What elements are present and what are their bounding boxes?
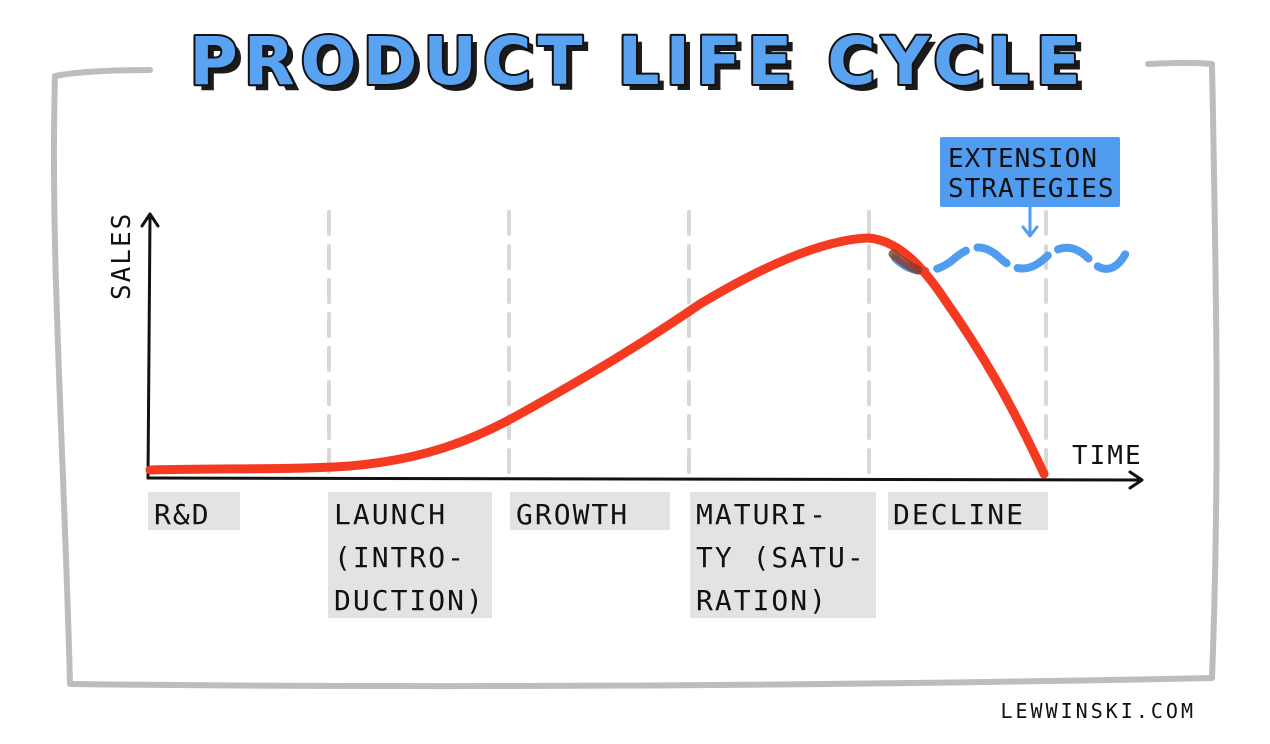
y-axis	[146, 214, 152, 480]
x-axis	[146, 476, 1142, 482]
y-axis-arrow-icon	[140, 212, 160, 228]
stage-dividers	[327, 210, 1048, 477]
stage-label-rd: R&D	[148, 492, 240, 531]
stage-label-launch: LAUNCH (INTRO- DUCTION)	[328, 492, 492, 618]
curve-overlap-mark	[888, 249, 923, 275]
stage-label-growth: GROWTH	[510, 492, 670, 531]
credit-text: LEWWINSKI.COM	[1000, 699, 1196, 723]
stage-label-rd-line-1: R&D	[154, 498, 211, 531]
x-axis-arrow-icon	[1128, 470, 1144, 490]
stage-label-maturity-line-2: TY (SATU-	[696, 541, 866, 574]
y-axis-label: SALES	[107, 212, 137, 300]
x-axis-label: TIME	[1072, 441, 1143, 471]
stage-label-maturity: MATURI- TY (SATU- RATION)	[690, 492, 876, 618]
frame-border	[50, 59, 1220, 689]
page-title: PRODUCT LIFE CYCLE	[189, 23, 1086, 100]
title-shadow: PRODUCT LIFE CYCLE	[195, 29, 1092, 106]
stage-label-rd-bg	[148, 492, 240, 530]
stage-label-decline-line-1: DECLINE	[893, 498, 1025, 531]
stage-label-launch-line-1: LAUNCH	[334, 498, 447, 531]
extension-label-bg	[940, 137, 1120, 207]
stage-label-launch-bg	[328, 492, 492, 618]
stage-label-decline: DECLINE	[888, 492, 1048, 531]
axes	[140, 212, 1144, 490]
stage-labels: R&D LAUNCH (INTRO- DUCTION) GROWTH MATUR…	[148, 492, 1048, 618]
stage-label-maturity-line-1: MATURI-	[696, 498, 828, 531]
stage-label-maturity-bg	[690, 492, 876, 618]
title-group: PRODUCT LIFE CYCLE PRODUCT LIFE CYCLE	[187, 21, 1092, 106]
sales-curve	[145, 233, 1049, 479]
stage-label-growth-bg	[510, 492, 670, 530]
extension-label-line-1: EXTENSION	[948, 144, 1098, 174]
stage-label-growth-line-1: GROWTH	[516, 498, 629, 531]
extension-label-line-2: STRATEGIES	[948, 174, 1115, 204]
extension-wave	[891, 240, 1134, 275]
stage-label-maturity-line-3: RATION)	[696, 584, 828, 617]
stage-label-decline-bg	[888, 492, 1048, 530]
stage-label-launch-line-3: DUCTION)	[334, 584, 485, 617]
extension-label-group: EXTENSION STRATEGIES	[940, 137, 1120, 238]
arrow-down-icon	[1021, 205, 1039, 238]
stage-label-launch-line-2: (INTRO-	[334, 541, 466, 574]
